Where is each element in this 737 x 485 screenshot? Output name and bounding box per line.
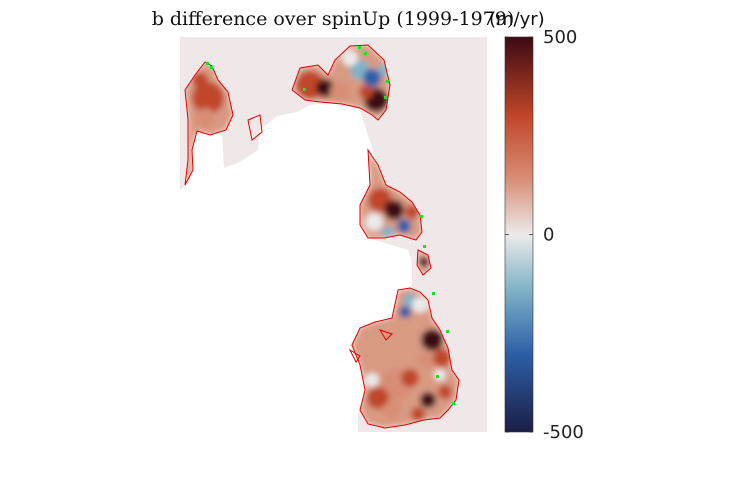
glacier-outline	[378, 329, 393, 341]
field-patch	[412, 297, 428, 313]
highlight-speck	[303, 88, 306, 91]
field-patch	[433, 349, 451, 367]
colorbar-unit-label: (m/yr)	[489, 9, 545, 30]
glacier-outline	[351, 287, 460, 429]
field-patch	[397, 219, 411, 233]
highlight-speck	[386, 80, 389, 83]
highlight-speck	[420, 215, 423, 218]
highlight-speck	[364, 52, 367, 55]
glacier-outline	[348, 348, 361, 363]
field-patch	[419, 257, 429, 267]
highlight-speck	[452, 402, 455, 405]
highlight-speck	[210, 66, 213, 69]
field-patch	[411, 407, 425, 421]
glacier-outline	[359, 148, 423, 241]
field-patch	[342, 50, 358, 66]
colorbar-tick-label: -500	[543, 422, 584, 443]
field-patch	[192, 72, 208, 88]
colorbar-tick-label: 0	[543, 225, 554, 246]
field-patch	[384, 200, 404, 220]
glacier-base-fill	[185, 45, 459, 428]
highlight-specks	[206, 46, 455, 405]
glacier-outline	[416, 249, 432, 276]
field-patch	[363, 69, 381, 87]
highlight-speck	[206, 62, 209, 65]
highlight-speck	[446, 330, 449, 333]
field-patch	[316, 79, 334, 97]
field-patch	[399, 306, 411, 318]
highlight-speck	[432, 292, 435, 295]
field-patch	[365, 373, 379, 387]
field-patch	[365, 213, 383, 231]
glacier-field-layer	[185, 45, 459, 428]
field-patch	[195, 108, 215, 128]
colorbar-gradient	[504, 36, 534, 433]
no-data-region	[180, 103, 412, 432]
field-patch	[383, 401, 401, 419]
glacier-outline-layer	[184, 44, 460, 429]
field-patch	[417, 352, 433, 368]
colorbar: 500 0 -500 (m/yr)	[489, 9, 584, 443]
field-patch	[438, 385, 452, 399]
highlight-speck	[358, 46, 361, 49]
colorbar-tick-label: 500	[543, 27, 577, 48]
field-patch	[359, 85, 373, 99]
highlight-speck	[436, 375, 439, 378]
field-patch	[421, 329, 443, 351]
highlight-speck	[423, 245, 426, 248]
map-panel	[180, 37, 487, 432]
field-patch	[192, 82, 224, 114]
chart-title: b difference over spinUp (1999-1979)	[152, 8, 515, 30]
highlight-speck	[384, 96, 387, 99]
field-patch	[420, 392, 436, 408]
glacier-outline	[247, 114, 263, 141]
field-patch	[382, 226, 394, 238]
field-patch	[330, 82, 350, 102]
colorbar-ticks: 500 0 -500	[505, 27, 584, 443]
glacier-outline	[291, 44, 391, 121]
field-patch	[367, 387, 389, 409]
field-patch	[434, 369, 446, 381]
field-patch	[401, 369, 419, 387]
